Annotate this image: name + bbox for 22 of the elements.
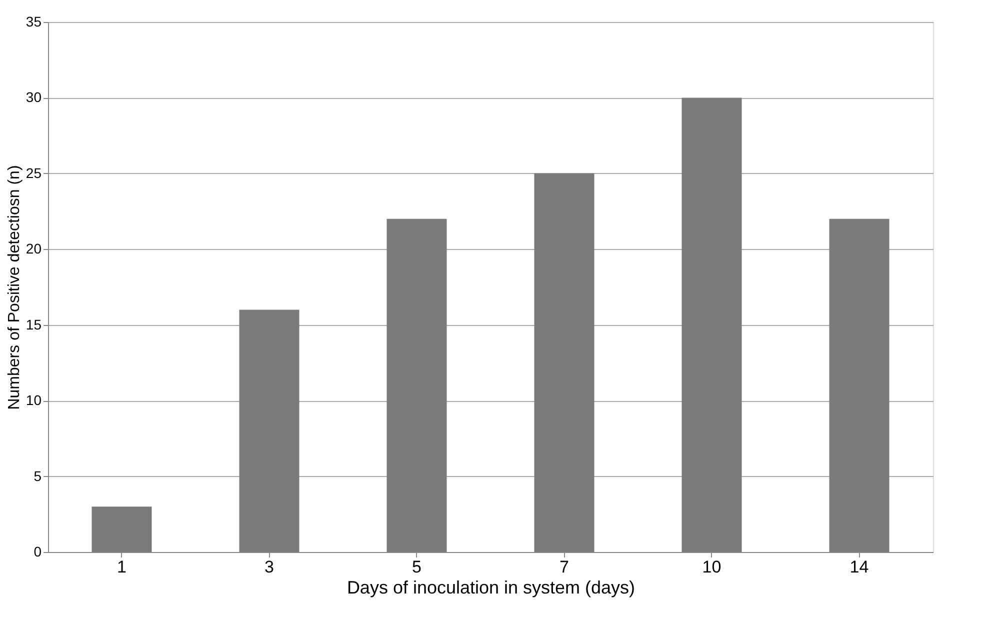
bar	[239, 310, 300, 552]
x-tick-label: 7	[560, 558, 569, 576]
y-tick-label: 25	[26, 164, 42, 181]
bar	[92, 506, 152, 552]
x-tick-label: 10	[702, 558, 722, 576]
x-tick-label: 1	[117, 558, 126, 576]
x-tick-label: 3	[264, 558, 274, 576]
bar	[386, 218, 447, 552]
y-tick-label: 0	[34, 544, 42, 560]
y-tick-label: 20	[26, 240, 42, 257]
y-tick-label: 10	[26, 392, 42, 408]
y-tick-label: 30	[26, 89, 42, 106]
x-axis-title: Days of inoculation in system (days)	[346, 578, 636, 598]
bar	[829, 218, 890, 552]
x-tick-label: 5	[412, 558, 422, 576]
bar	[534, 173, 594, 552]
y-tick-label: 35	[26, 14, 42, 30]
bar	[682, 98, 742, 552]
y-axis-title: Numbers of Positive detectiosn (n)	[6, 165, 23, 410]
x-tick-label: 14	[850, 558, 869, 576]
y-tick-label: 15	[26, 316, 42, 332]
y-tick-label: 5	[34, 468, 42, 484]
